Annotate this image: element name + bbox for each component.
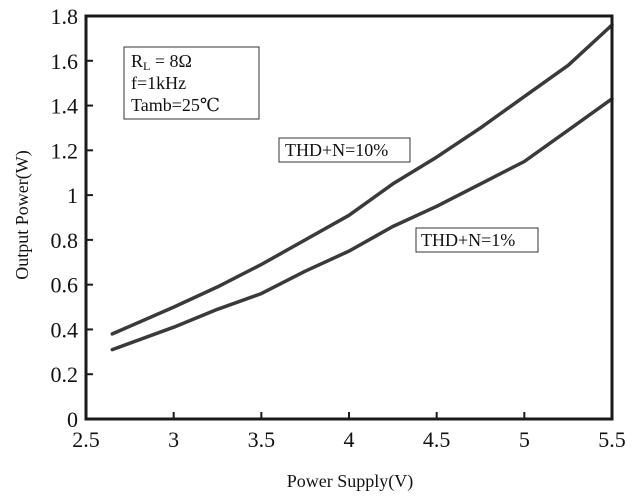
series-label-thd10-text: THD+N=10% (285, 140, 388, 160)
series-line-thd1 (110, 97, 614, 352)
x-tick-label: 5 (519, 427, 530, 452)
series-label-thd1-frame (415, 227, 539, 253)
condition-rl-sub: L (143, 59, 150, 73)
y-tick-label: 1.6 (51, 49, 79, 74)
condition-frequency: f=1kHz (131, 73, 186, 93)
x-tick-label: 4.5 (423, 427, 451, 452)
series-label-thd1-text: THD+N=1% (421, 230, 515, 250)
series-label-thd10: THD+N=10% (278, 137, 411, 163)
y-tick-label: 0 (67, 407, 78, 432)
condition-rl: RL = 8Ω (131, 51, 192, 73)
series-line-thd10 (110, 23, 614, 336)
y-tick-label: 0.4 (51, 317, 79, 342)
condition-rl-value: = 8Ω (150, 51, 192, 71)
x-tick-label: 2.5 (72, 427, 100, 452)
x-axis-title: Power Supply(V) (287, 471, 414, 492)
conditions-box: RL = 8Ω f=1kHz Tamb=25℃ (123, 46, 260, 120)
x-tick-label: 5.5 (598, 427, 626, 452)
y-tick-label: 1.2 (51, 138, 79, 163)
y-axis-title: Output Power(W) (12, 150, 33, 279)
condition-rl-main: R (131, 51, 143, 71)
plot-frame (84, 14, 614, 421)
condition-temperature: Tamb=25℃ (131, 95, 220, 115)
series-label-thd10-frame (278, 137, 411, 163)
series-lines (110, 23, 614, 352)
y-tick-label: 1.8 (51, 4, 79, 29)
y-tick-label: 0.2 (51, 362, 79, 387)
y-tick-label: 1.4 (51, 94, 79, 119)
x-tick-label: 3.5 (248, 427, 276, 452)
y-tick-label: 0.6 (51, 273, 79, 298)
x-tick-label: 4 (344, 427, 355, 452)
y-tick-label: 1 (67, 183, 78, 208)
conditions-box-frame (123, 46, 260, 120)
y-tick-label: 0.8 (51, 228, 79, 253)
series-label-thd1: THD+N=1% (415, 227, 539, 253)
x-tick-label: 3 (168, 427, 179, 452)
